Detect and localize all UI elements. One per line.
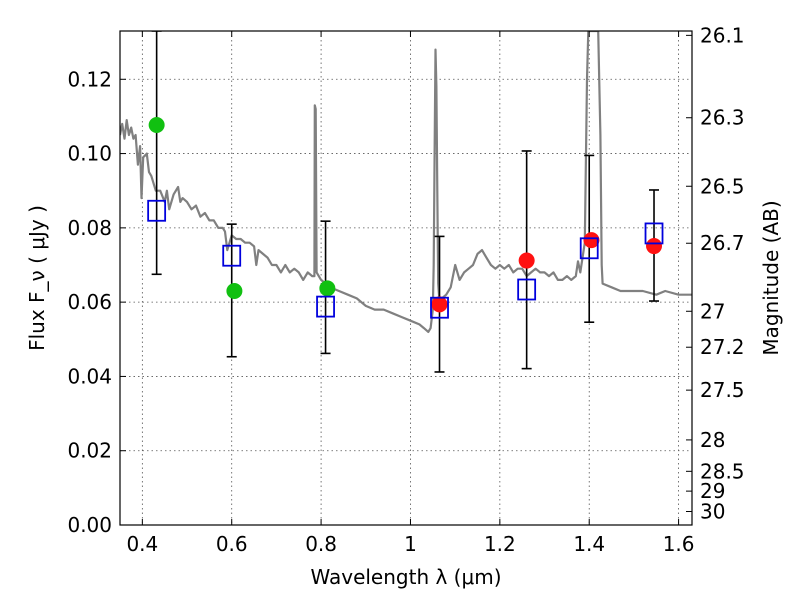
y2-tick-label: 27.2 [700,335,745,359]
y-tick-label: 0.04 [67,364,112,388]
y2-tick-label: 29 [700,479,725,503]
x-tick-label: 0.8 [305,532,337,556]
y2-tick-label: 26.3 [700,106,745,130]
data-markers [147,116,664,319]
model-spectrum [120,31,692,333]
data-point-square [316,295,335,318]
data-point-square [644,222,664,245]
data-point-circle [646,238,663,255]
tick-labels: 0.4 0.6 0.8 1 1.2 1.4 1.6 0.00 0.02 0.04 0.06 0.08 0… [67,23,744,556]
x-tick-label: 1.2 [484,532,516,556]
data-point-circle [583,232,600,249]
y-axis-title: Flux F_ν ( μJy ) [25,205,49,351]
y-tick-label: 0.06 [67,290,112,314]
x-tick-label: 1.6 [663,532,695,556]
y-tick-label: 0.08 [67,216,112,240]
data-point-square [430,296,449,319]
data-point-circle [431,296,448,313]
error-bars [151,31,660,373]
data-point-square [222,244,242,267]
spectrum-line [120,31,692,333]
y2-tick-label: 28 [700,428,725,452]
x-tick-label: 0.6 [216,532,248,556]
data-point-square [579,237,599,260]
right-y-axis-title: Magnitude (AB) [759,200,783,355]
data-point-square [147,199,167,222]
y2-tick-label: 26.7 [700,231,745,255]
x-axis-title: Wavelength λ (μm) [310,565,501,589]
grid-lines [120,31,692,526]
plot-frame [119,30,693,526]
y2-tick-label: 28.5 [700,459,745,483]
y-tick-label: 0.02 [67,439,112,463]
y2-tick-label: 27 [700,299,725,323]
x-tick-label: 1 [404,532,417,556]
data-point-circle [319,280,336,297]
y-tick-label: 0.12 [67,67,112,91]
data-point-square [517,278,537,301]
y2-tick-label: 30 [700,500,725,524]
data-point-circle [148,116,165,133]
x-tick-label: 1.4 [573,532,605,556]
y2-tick-label: 27.5 [700,378,745,402]
y-tick-label: 0.00 [67,513,112,537]
y2-tick-label: 26.5 [700,174,745,198]
axis-ticks [120,31,692,526]
y2-tick-label: 26.1 [700,23,745,47]
data-point-circle [518,252,535,269]
x-tick-label: 0.4 [126,532,158,556]
data-point-circle [226,283,243,299]
y-tick-label: 0.10 [67,142,112,166]
